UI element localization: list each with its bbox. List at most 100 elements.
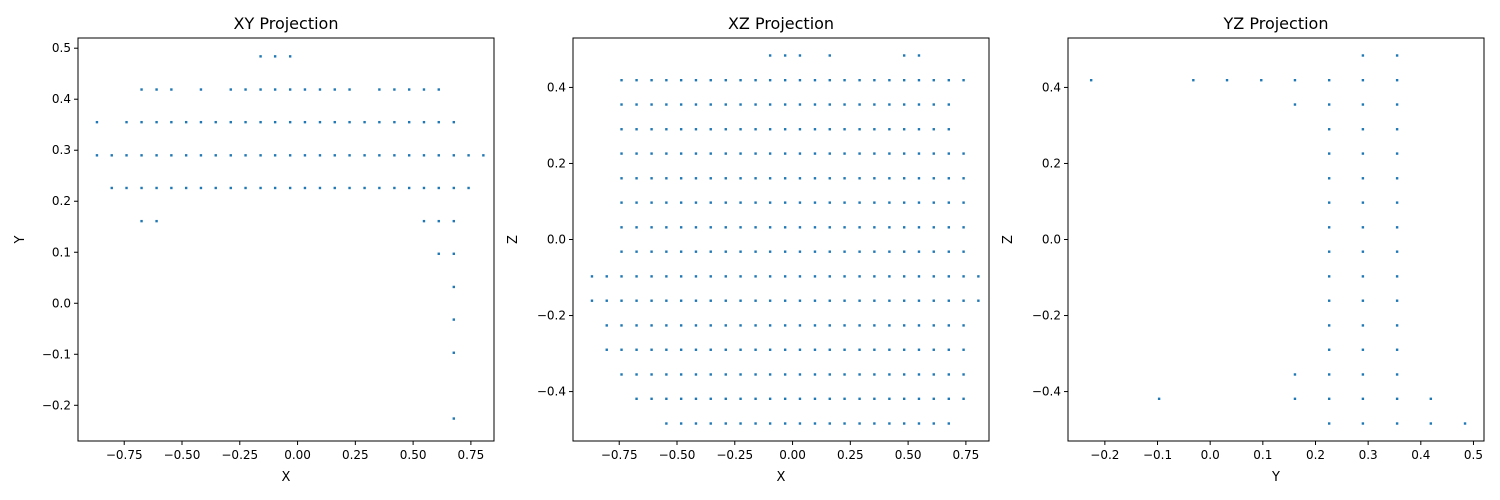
data-point [783, 128, 787, 131]
data-point [947, 250, 950, 253]
data-point [783, 324, 787, 327]
data-point [244, 88, 247, 91]
data-point [1327, 373, 1331, 376]
data-point [783, 373, 787, 376]
x-tick-label: −0.75 [106, 448, 143, 462]
data-point [828, 324, 831, 327]
data-point [888, 250, 891, 253]
x-tick-label: −0.50 [659, 448, 696, 462]
data-point [813, 128, 817, 131]
data-point [1327, 128, 1331, 131]
data-point [363, 154, 366, 157]
data-point [259, 120, 262, 124]
data-point [1192, 79, 1195, 82]
data-point [1395, 226, 1399, 229]
data-point [724, 373, 727, 376]
data-point [917, 422, 921, 425]
data-point [858, 79, 861, 82]
data-point [754, 103, 757, 106]
data-point [962, 201, 965, 204]
data-point [962, 79, 965, 82]
data-point [140, 120, 143, 124]
x-tick-label: 0.4 [1411, 448, 1430, 462]
data-point [873, 177, 876, 180]
data-point [724, 177, 727, 180]
data-point [917, 373, 921, 376]
data-point [828, 422, 831, 425]
data-point [679, 79, 683, 82]
data-point [170, 88, 173, 91]
data-point [155, 186, 158, 190]
data-point [694, 250, 698, 253]
data-point [679, 152, 683, 155]
data-point [665, 348, 668, 351]
data-point [422, 186, 426, 190]
data-point [378, 186, 381, 190]
data-point [902, 373, 906, 376]
x-tick-label: 0.00 [779, 448, 806, 462]
data-point [902, 422, 906, 425]
data-point [783, 152, 787, 155]
y-tick-label: 0.5 [52, 41, 71, 55]
data-point [709, 177, 712, 180]
data-point [724, 250, 727, 253]
data-point [1429, 397, 1433, 400]
data-point [378, 120, 381, 124]
data-point [452, 219, 455, 223]
y-tick-label: −0.4 [1032, 385, 1061, 399]
data-point [754, 348, 757, 351]
data-point [932, 299, 935, 302]
x-tick-label: 0.00 [284, 448, 311, 462]
data-point [650, 348, 653, 351]
data-point [665, 275, 668, 278]
data-point [873, 152, 876, 155]
data-point [1361, 397, 1365, 400]
data-point [754, 397, 757, 400]
data-point [709, 103, 712, 106]
data-point [140, 186, 143, 190]
data-point [1361, 324, 1365, 327]
x-tick-label: 0.75 [953, 448, 980, 462]
data-point [917, 103, 921, 106]
data-point [635, 324, 638, 327]
data-point [873, 348, 876, 351]
data-point [962, 250, 965, 253]
data-point [768, 128, 772, 131]
data-point [452, 186, 455, 190]
data-point [932, 397, 935, 400]
data-point [739, 177, 742, 180]
data-point [798, 226, 802, 229]
data-point [902, 324, 906, 327]
y-tick-label: 0.4 [547, 80, 566, 94]
data-point [1225, 79, 1229, 82]
data-point [798, 103, 802, 106]
data-point [635, 397, 638, 400]
data-point [917, 201, 921, 204]
data-point [393, 154, 396, 157]
data-point [620, 324, 623, 327]
data-point [1327, 79, 1331, 82]
data-point [798, 79, 802, 82]
data-point [679, 201, 683, 204]
data-point [754, 275, 757, 278]
data-point [694, 373, 698, 376]
data-point [783, 299, 787, 302]
axes-frame [77, 37, 495, 442]
data-point [768, 250, 772, 253]
data-point [858, 348, 861, 351]
data-point [184, 186, 188, 190]
data-point [783, 275, 787, 278]
data-point [318, 88, 322, 91]
data-point [888, 324, 891, 327]
data-point [783, 226, 787, 229]
y-tick-label: −0.2 [42, 398, 71, 412]
data-point [724, 128, 727, 131]
data-point [1361, 373, 1365, 376]
data-point [155, 88, 158, 91]
x-tick-label: −0.1 [1143, 448, 1172, 462]
data-point [962, 373, 965, 376]
data-point [902, 177, 906, 180]
data-point [798, 128, 802, 131]
data-point [273, 120, 277, 124]
